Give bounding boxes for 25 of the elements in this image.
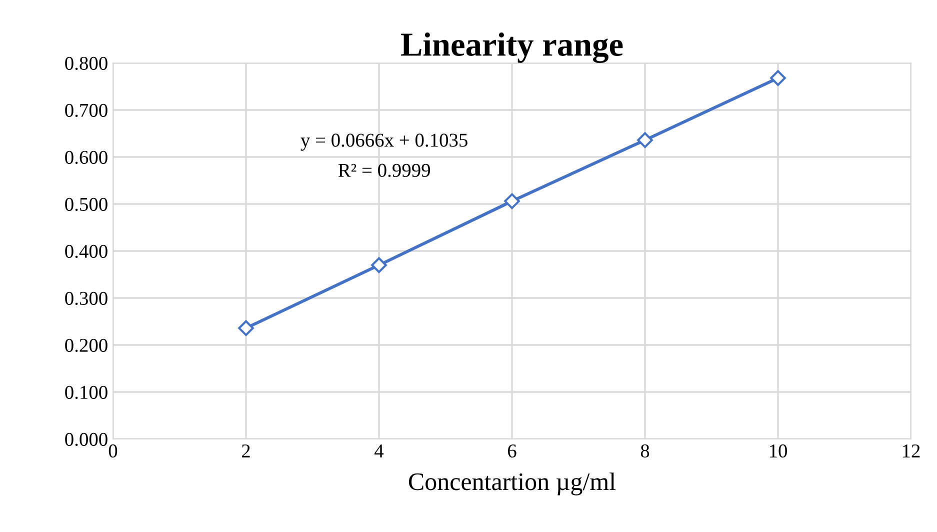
y-tick-label: 0.100 bbox=[65, 386, 108, 400]
x-tick-label: 2 bbox=[242, 444, 250, 458]
x-axis-title: Concentartion µg/ml bbox=[408, 472, 616, 496]
y-tick-label: 0.400 bbox=[65, 244, 108, 258]
point bbox=[770, 70, 786, 86]
annotation: R² = 0.9999 bbox=[338, 164, 430, 177]
x-tick-label: 4 bbox=[374, 444, 384, 458]
annotation: y = 0.0666x + 0.1035 bbox=[300, 134, 468, 151]
chart-title: Linearity range bbox=[401, 32, 623, 63]
y-tick-label: 0.200 bbox=[65, 338, 108, 352]
y-tick-label: 0.300 bbox=[65, 292, 108, 306]
point bbox=[371, 257, 387, 274]
y-tick-label: 0.000 bbox=[65, 432, 108, 446]
y-tick-label: 0.700 bbox=[65, 104, 108, 118]
y-tick-label: 0.500 bbox=[65, 198, 108, 212]
y-tick-label: 0.600 bbox=[65, 150, 108, 164]
point bbox=[504, 193, 520, 210]
y-tick-label: 0.800 bbox=[65, 56, 108, 70]
x-tick-label: 10 bbox=[770, 444, 787, 458]
point bbox=[238, 320, 254, 336]
x-tick-label: 8 bbox=[640, 444, 650, 458]
x-tick-label: 6 bbox=[508, 444, 516, 458]
point bbox=[637, 132, 653, 148]
x-tick-label: 12 bbox=[902, 444, 920, 458]
x-tick-label: 0 bbox=[108, 444, 118, 458]
